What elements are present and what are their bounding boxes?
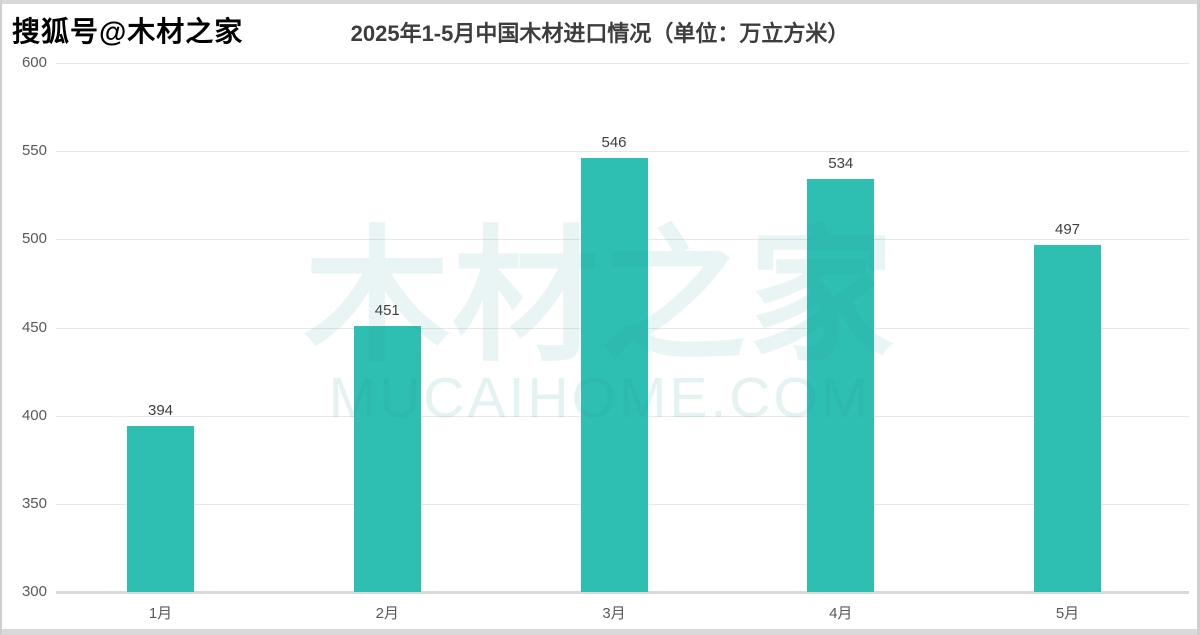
- y-axis-tick-550: 550: [21, 142, 47, 160]
- bar-5月: [1034, 244, 1101, 592]
- x-axis-tick-4月: 4月: [829, 605, 853, 622]
- chart-title: 2025年1-5月中国木材进口情况（单位：万立方米）: [350, 21, 850, 46]
- image-border-bottom: [0, 629, 1200, 635]
- y-axis-tick-450: 450: [21, 318, 47, 336]
- x-axis-tick-3月: 3月: [602, 605, 626, 622]
- y-axis-tick-600: 600: [21, 54, 47, 71]
- x-axis-tick-2月: 2月: [375, 605, 399, 622]
- x-axis-tick-1月: 1月: [148, 605, 173, 622]
- gridline-y-600: [56, 63, 1189, 64]
- bar-3月: [580, 158, 648, 592]
- x-axis-tick-5月: 5月: [1055, 605, 1080, 622]
- gridline-y-550: [56, 151, 1189, 153]
- x-axis-line: [56, 591, 1189, 594]
- sohu-account-watermark: 搜狐号@木材之家: [12, 16, 244, 47]
- image-border-right: [1197, 0, 1200, 635]
- y-axis-tick-300: 300: [21, 583, 47, 600]
- image-border-top: [0, 0, 1200, 4]
- bar-value-label: 451: [374, 301, 400, 319]
- bar-value-label: 497: [1054, 220, 1081, 238]
- bar-value-label: 534: [828, 155, 854, 173]
- bar-value-label: 546: [601, 134, 627, 152]
- bar-2月: [353, 325, 421, 592]
- y-axis-tick-400: 400: [21, 406, 47, 424]
- bar-4月: [807, 179, 875, 592]
- y-axis-tick-350: 350: [21, 494, 47, 512]
- bar-1月: [127, 426, 194, 592]
- bar-value-label: 394: [147, 402, 174, 420]
- image-border-left: [0, 0, 2, 635]
- y-axis-tick-500: 500: [21, 230, 47, 248]
